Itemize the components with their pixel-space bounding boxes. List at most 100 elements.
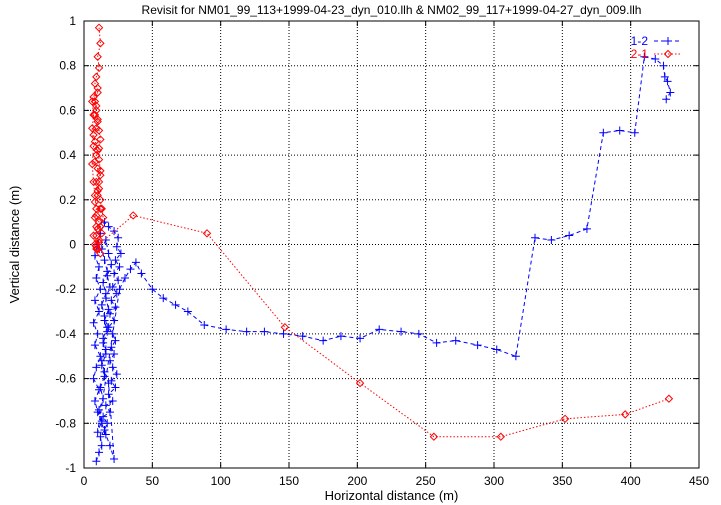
series-2-1 bbox=[87, 23, 674, 441]
data-point bbox=[89, 231, 98, 240]
data-point bbox=[115, 285, 124, 294]
data-point bbox=[100, 372, 109, 381]
data-point bbox=[99, 338, 108, 347]
y-tick-label: 1 bbox=[69, 14, 76, 28]
data-point bbox=[96, 39, 105, 48]
data-point bbox=[336, 332, 345, 341]
grid bbox=[84, 21, 699, 468]
data-point bbox=[89, 374, 98, 383]
data-point bbox=[666, 88, 675, 97]
data-point bbox=[93, 224, 102, 234]
data-point bbox=[630, 128, 639, 137]
data-point bbox=[114, 233, 123, 242]
data-point bbox=[105, 282, 114, 291]
data-point bbox=[137, 269, 146, 278]
data-point bbox=[104, 305, 113, 314]
data-point bbox=[107, 296, 116, 305]
data-point bbox=[114, 276, 123, 285]
data-point bbox=[92, 242, 101, 251]
data-point bbox=[100, 316, 109, 325]
data-point bbox=[200, 320, 209, 329]
series-line bbox=[91, 27, 670, 438]
data-point bbox=[90, 191, 100, 200]
data-point bbox=[97, 361, 106, 370]
data-point bbox=[90, 396, 99, 405]
data-point bbox=[111, 336, 120, 345]
series-line bbox=[93, 56, 671, 462]
data-point bbox=[94, 63, 104, 73]
data-point bbox=[101, 430, 110, 439]
data-point bbox=[355, 378, 365, 388]
data-point bbox=[92, 274, 101, 283]
data-point bbox=[96, 249, 105, 258]
data-point bbox=[90, 213, 100, 222]
data-point bbox=[92, 363, 101, 372]
data-point bbox=[319, 336, 328, 345]
data-point bbox=[121, 274, 129, 283]
data-point bbox=[620, 410, 630, 419]
data-point bbox=[90, 240, 100, 249]
data-point bbox=[104, 249, 113, 258]
data-point bbox=[96, 383, 105, 392]
data-point bbox=[101, 401, 110, 410]
data-point bbox=[103, 271, 112, 280]
data-point bbox=[112, 289, 121, 298]
x-axis-title: Horizontal distance (m) bbox=[325, 488, 459, 503]
x-tick-label: 0 bbox=[81, 474, 88, 488]
data-point bbox=[242, 327, 251, 336]
data-point bbox=[128, 211, 138, 220]
data-point bbox=[202, 229, 212, 238]
data-point bbox=[560, 414, 570, 424]
data-point bbox=[660, 72, 669, 81]
data-point bbox=[582, 224, 591, 233]
data-point bbox=[105, 356, 114, 365]
data-point bbox=[96, 352, 105, 361]
data-point bbox=[108, 396, 117, 405]
data-point bbox=[99, 278, 108, 287]
data-point bbox=[126, 265, 135, 274]
data-point bbox=[131, 258, 140, 267]
data-point bbox=[111, 256, 120, 265]
data-point bbox=[101, 350, 110, 359]
data-point bbox=[159, 294, 168, 303]
data-point bbox=[104, 222, 113, 231]
y-tick-label: 0.2 bbox=[59, 193, 76, 207]
data-point bbox=[94, 184, 104, 193]
data-point bbox=[89, 318, 98, 327]
data-point bbox=[94, 177, 104, 187]
series-1-2 bbox=[89, 52, 675, 466]
data-point bbox=[107, 260, 116, 269]
data-point bbox=[93, 115, 102, 124]
data-point bbox=[663, 77, 672, 86]
data-point bbox=[659, 61, 668, 70]
legend-marker bbox=[663, 49, 673, 59]
data-point bbox=[298, 332, 307, 341]
y-tick-label: 0.8 bbox=[59, 59, 76, 73]
data-point bbox=[110, 350, 119, 359]
data-point bbox=[96, 171, 105, 180]
data-point bbox=[100, 256, 109, 265]
x-tick-label: 150 bbox=[279, 474, 299, 488]
data-point bbox=[280, 322, 290, 332]
data-point bbox=[96, 135, 105, 144]
data-point bbox=[112, 242, 121, 251]
data-point bbox=[96, 166, 105, 175]
data-point bbox=[222, 325, 231, 334]
data-point bbox=[397, 327, 406, 336]
x-tick-label: 450 bbox=[689, 474, 709, 488]
data-point bbox=[473, 341, 482, 350]
data-point bbox=[89, 110, 98, 120]
data-point bbox=[547, 236, 556, 245]
data-point bbox=[93, 146, 102, 155]
series-layer bbox=[87, 23, 675, 466]
data-point bbox=[260, 327, 269, 336]
y-tick-label: -0.4 bbox=[55, 327, 76, 341]
data-point bbox=[101, 294, 110, 303]
data-point bbox=[92, 177, 101, 187]
data-point bbox=[90, 97, 100, 106]
data-point bbox=[90, 251, 99, 260]
y-tick-label: -0.6 bbox=[55, 372, 76, 386]
data-point bbox=[92, 101, 101, 111]
data-point bbox=[414, 329, 423, 338]
data-point bbox=[108, 363, 117, 372]
